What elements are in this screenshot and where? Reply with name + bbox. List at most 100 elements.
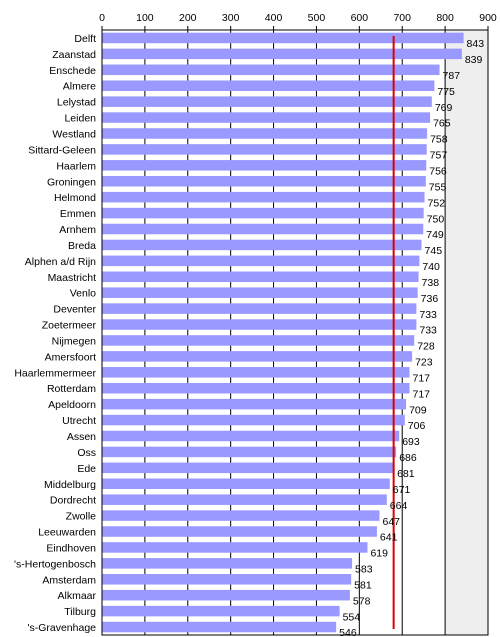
bar	[102, 351, 413, 362]
value-label: 554	[343, 611, 361, 623]
category-label: 's-Gravenhage	[27, 622, 96, 634]
value-label: 546	[339, 627, 357, 637]
value-label: 717	[413, 388, 431, 400]
category-label: Eindhoven	[46, 542, 96, 554]
x-tick-label: 700	[393, 12, 411, 24]
category-label: Apeldoorn	[48, 399, 96, 411]
category-label: Leeuwarden	[38, 527, 96, 539]
bar	[102, 255, 420, 267]
plot-frame	[101, 29, 489, 636]
bar	[102, 271, 419, 283]
category-label: Lelystad	[57, 97, 96, 109]
value-label: 709	[409, 404, 427, 416]
bar	[102, 303, 417, 314]
value-label: 641	[380, 532, 398, 544]
value-label: 681	[397, 468, 415, 480]
value-label: 843	[467, 38, 485, 50]
x-axis-ticks: 0 100 200 300 400 500 600 700 800 900	[99, 12, 497, 30]
x-tick-label: 300	[222, 12, 240, 24]
bar	[102, 414, 405, 426]
value-label: 787	[443, 70, 461, 82]
bar	[102, 128, 428, 139]
value-label: 619	[370, 548, 388, 560]
shaded-region	[445, 30, 488, 635]
bar	[102, 112, 431, 123]
category-label: Oss	[77, 447, 96, 459]
value-label: 740	[422, 261, 440, 273]
category-label: Zoetermeer	[42, 320, 97, 332]
bar	[102, 510, 380, 521]
value-label: 839	[465, 54, 483, 66]
category-label: Tilburg	[64, 606, 96, 618]
bar	[102, 191, 425, 203]
bar	[102, 144, 427, 155]
bar	[102, 32, 464, 44]
category-label: Almere	[63, 81, 96, 93]
bar	[102, 621, 337, 633]
category-label: Nijmegen	[52, 335, 97, 347]
value-label: 733	[419, 309, 437, 321]
bar	[102, 430, 400, 442]
bar	[102, 80, 435, 91]
value-label: 736	[421, 293, 439, 305]
bar	[102, 446, 397, 458]
category-label: Amersfoort	[45, 351, 96, 363]
value-label: 686	[399, 452, 417, 464]
bar	[102, 382, 410, 394]
category-label: Zaanstad	[52, 49, 96, 61]
x-tick-label: 100	[136, 12, 154, 24]
category-label: Deventer	[53, 304, 96, 316]
bar	[102, 542, 368, 553]
value-label: 755	[429, 181, 447, 193]
value-label: 578	[353, 595, 371, 607]
bar	[102, 319, 417, 330]
value-label: 738	[422, 277, 440, 289]
category-label: Haarlem	[56, 160, 96, 172]
category-label: Assen	[67, 431, 96, 443]
x-tick-label: 0	[99, 12, 105, 24]
bar	[102, 398, 407, 410]
category-label: Middelburg	[44, 479, 96, 491]
value-label: 752	[428, 197, 446, 209]
category-label: Delft	[74, 33, 96, 45]
category-label: Zwolle	[66, 511, 97, 523]
bars	[102, 32, 464, 633]
value-label: 758	[430, 134, 448, 146]
category-label: Westland	[52, 128, 96, 140]
value-label: 723	[415, 357, 433, 369]
bar	[102, 589, 350, 601]
x-tick-label: 800	[436, 12, 454, 24]
value-label: 693	[402, 436, 420, 448]
bar	[102, 478, 390, 490]
value-label: 756	[429, 165, 447, 177]
bar	[102, 287, 418, 298]
category-label: 's-Hertogenbosch	[14, 558, 96, 570]
bar	[102, 462, 395, 474]
value-label: 717	[413, 372, 431, 384]
value-label: 750	[427, 213, 445, 225]
category-label: Haarlemmermeer	[14, 367, 96, 379]
bar	[102, 160, 427, 171]
category-labels: Delft Zaanstad Enschede Almere Lelystad Leide…	[14, 33, 96, 634]
bar	[102, 175, 426, 187]
bar	[102, 96, 432, 107]
bar	[102, 367, 410, 378]
x-tick-label: 200	[179, 12, 197, 24]
bar	[102, 494, 387, 505]
value-label: 765	[433, 118, 451, 130]
value-label: 745	[425, 245, 443, 257]
value-label: 664	[390, 500, 408, 512]
value-label: 583	[355, 564, 373, 576]
value-label: 749	[426, 229, 444, 241]
category-label: Emmen	[60, 208, 96, 220]
bar	[102, 48, 462, 60]
category-label: Leiden	[64, 113, 96, 125]
value-label: 581	[354, 579, 372, 591]
bar	[102, 574, 352, 585]
bar	[102, 64, 440, 76]
category-label: Breda	[68, 240, 96, 252]
value-label: 733	[419, 325, 437, 337]
bar	[102, 335, 415, 346]
category-label: Venlo	[70, 288, 96, 300]
